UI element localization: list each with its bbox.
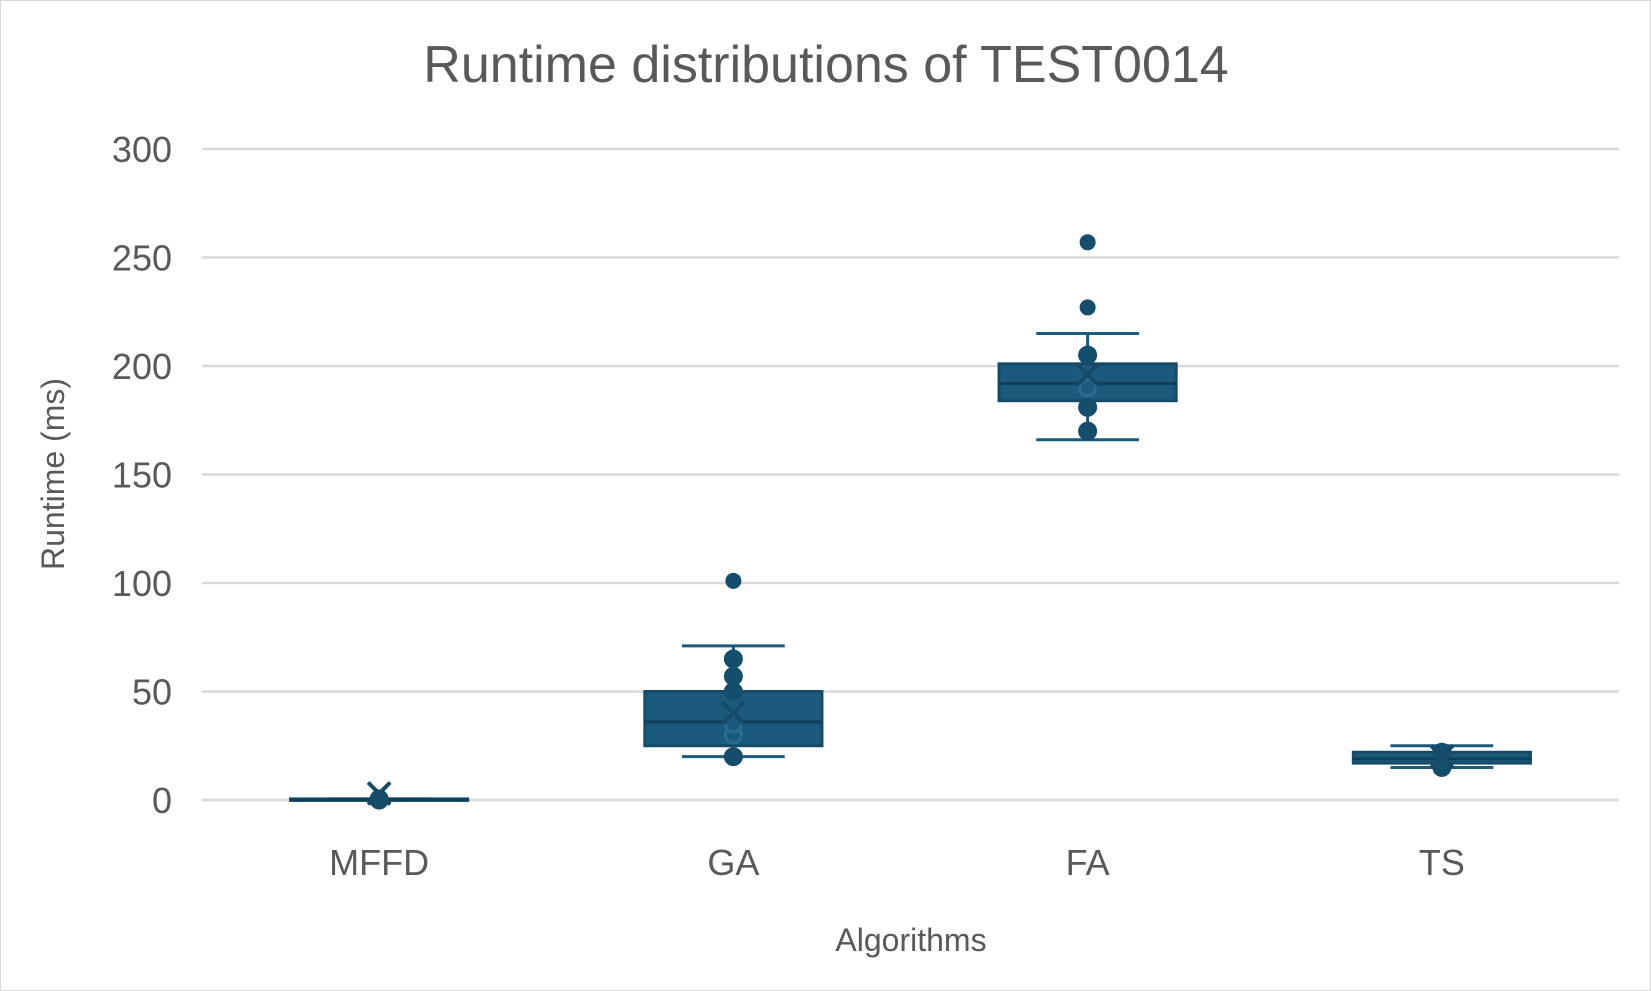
x-axis-title: Algorithms bbox=[835, 922, 986, 958]
data-point bbox=[723, 649, 743, 669]
x-tick-label: GA bbox=[707, 842, 759, 883]
gridlines bbox=[202, 147, 1619, 802]
box-ga bbox=[643, 572, 824, 767]
data-point bbox=[1078, 345, 1098, 365]
y-axis-ticks: 0 50 100 150 200 250 300 bbox=[112, 129, 172, 821]
y-tick-label: 100 bbox=[112, 563, 172, 604]
x-tick-label: FA bbox=[1066, 842, 1110, 883]
outlier-point bbox=[725, 572, 742, 589]
data-point bbox=[1078, 421, 1098, 441]
chart-title: Runtime distributions of TEST0014 bbox=[423, 36, 1228, 94]
box-mffd bbox=[289, 781, 470, 810]
y-tick-label: 0 bbox=[152, 780, 172, 821]
outlier-point bbox=[1079, 299, 1096, 316]
x-tick-label: TS bbox=[1419, 842, 1465, 883]
data-point bbox=[723, 666, 743, 686]
data-point bbox=[1078, 378, 1098, 398]
y-axis-title: Runtime (ms) bbox=[35, 378, 71, 570]
mean-marker bbox=[1429, 744, 1455, 770]
box-fa bbox=[997, 234, 1178, 442]
mean-marker bbox=[1075, 362, 1101, 388]
y-tick-label: 250 bbox=[112, 238, 172, 279]
y-tick-label: 300 bbox=[112, 129, 172, 170]
y-tick-label: 50 bbox=[132, 672, 172, 713]
boxes bbox=[289, 234, 1532, 810]
outlier-point bbox=[1079, 234, 1096, 251]
data-point bbox=[723, 747, 743, 767]
mean-marker bbox=[366, 781, 392, 806]
data-point bbox=[1432, 742, 1452, 762]
data-point bbox=[723, 682, 743, 701]
y-tick-label: 200 bbox=[112, 346, 172, 387]
box-ts bbox=[1351, 742, 1532, 777]
mean-marker bbox=[720, 700, 746, 726]
data-point bbox=[1078, 397, 1098, 417]
y-tick-label: 150 bbox=[112, 455, 172, 496]
x-tick-label: MFFD bbox=[329, 842, 429, 883]
data-point bbox=[723, 714, 743, 734]
x-axis-ticks: MFFD GA FA TS bbox=[329, 842, 1465, 883]
